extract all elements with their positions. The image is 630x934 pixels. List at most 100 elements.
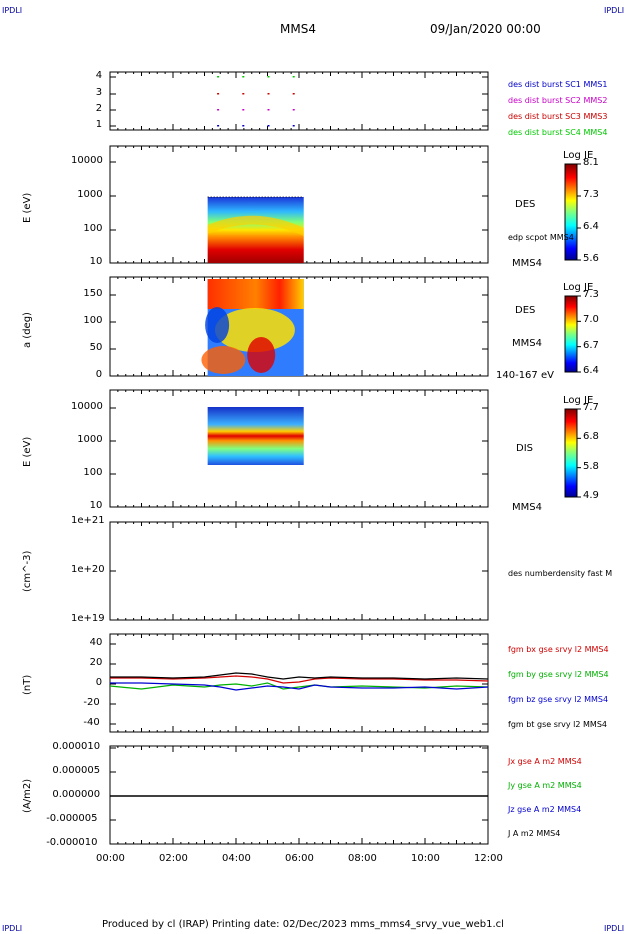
corner-bl: IPDLI xyxy=(2,924,23,933)
panel-label-pa: DES xyxy=(515,305,536,316)
y-tick-label: 1000 xyxy=(77,189,103,200)
y-tick-label: 0 xyxy=(95,677,103,688)
y-tick-label: 4 xyxy=(95,70,103,81)
legend-j-3: Jz gse A m2 MMS4 xyxy=(508,805,582,814)
colorbar-title: Log JE xyxy=(563,150,594,161)
colorbar-tick-label: 5.6 xyxy=(583,253,599,264)
legend-b-4: fgm bt gse srvy l2 MMS4 xyxy=(508,720,607,729)
y-tick-label: 1e+21 xyxy=(71,515,105,526)
panel-label-des: DES xyxy=(515,199,536,210)
legend-availability-3: des dist burst SC3 MMS3 xyxy=(508,112,608,121)
colorbar-tick-label: 6.8 xyxy=(583,431,599,443)
y-tick-label: -0.000005 xyxy=(46,813,98,824)
availability-mark xyxy=(267,76,270,78)
colorbar-tick-label: 4.9 xyxy=(583,490,599,501)
header-date: 09/Jan/2020 00:00 xyxy=(430,22,541,36)
panel-label-dis: DIS xyxy=(516,443,533,454)
availability-mark xyxy=(217,125,220,127)
colorbar-tick-label: 6.4 xyxy=(583,365,599,376)
availability-mark xyxy=(242,93,245,95)
y-axis-label: (nT) xyxy=(22,674,33,695)
x-tick-label: 12:00 xyxy=(474,853,503,864)
colorbar-tick-label: 8.1 xyxy=(583,157,599,168)
x-tick-label: 10:00 xyxy=(411,853,440,864)
annotation-scpot: edp scpot MMS4 xyxy=(508,233,574,242)
availability-mark xyxy=(292,93,295,95)
pa-spectrogram-patch xyxy=(205,307,230,343)
y-tick-label: 10000 xyxy=(71,155,103,166)
colorbar-tick-label: 7.7 xyxy=(583,402,599,413)
y-axis-label: (A/m2) xyxy=(22,778,33,813)
y-tick-label: 100 xyxy=(83,467,103,478)
availability-mark xyxy=(292,109,295,111)
y-tick-label: 3 xyxy=(95,87,103,98)
availability-mark xyxy=(292,125,295,127)
y-axis-label: E (eV) xyxy=(22,436,33,467)
corner-br: IPDLI xyxy=(604,924,625,933)
y-tick-label: 2 xyxy=(95,103,103,114)
availability-mark xyxy=(242,109,245,111)
x-tick-label: 06:00 xyxy=(285,853,314,864)
footer-text: Produced by cl (IRAP) Printing date: 02/… xyxy=(102,919,504,930)
panel-frame xyxy=(109,745,489,845)
x-tick-label: 08:00 xyxy=(348,853,377,864)
legend-availability-4: des dist burst SC4 MMS4 xyxy=(508,128,608,137)
panel-spacecraft-pa: MMS4 xyxy=(512,338,542,349)
legend-j-4: J A m2 MMS4 xyxy=(508,829,561,838)
pa-spectrogram-top xyxy=(207,279,304,309)
x-tick-label: 04:00 xyxy=(222,853,251,864)
y-tick-label: 1000 xyxy=(77,434,103,445)
panel-frame xyxy=(109,633,489,733)
availability-mark xyxy=(217,93,220,95)
colorbar xyxy=(564,408,578,498)
y-tick-label: -20 xyxy=(83,697,100,708)
colorbar-tick-label: 6.7 xyxy=(583,339,599,351)
legend-b-1: fgm bx gse srvy l2 MMS4 xyxy=(508,645,609,654)
y-tick-label: 10000 xyxy=(71,401,103,412)
series-line-bt xyxy=(110,672,489,680)
colorbar xyxy=(564,295,578,373)
y-tick-label: 40 xyxy=(89,637,103,648)
y-tick-label: 1e+20 xyxy=(71,564,105,575)
legend-j-1: Jx gse A m2 MMS4 xyxy=(508,757,582,766)
y-tick-label: 1e+19 xyxy=(71,613,105,624)
panel-spacecraft-dis: MMS4 xyxy=(512,502,542,513)
legend-availability-2: des dist burst SC2 MMS2 xyxy=(508,96,608,105)
corner-tr: IPDLI xyxy=(604,6,625,15)
y-axis-label: a (deg) xyxy=(22,311,33,348)
availability-mark xyxy=(292,76,295,78)
availability-mark xyxy=(267,109,270,111)
series-line-bz xyxy=(110,682,489,691)
y-tick-label: -0.000010 xyxy=(46,837,98,848)
pa-spectrogram-patch xyxy=(247,337,276,373)
y-tick-label: 0.000005 xyxy=(52,765,101,776)
availability-mark xyxy=(267,125,270,127)
pa-spectrogram-patch xyxy=(214,308,295,352)
availability-mark xyxy=(217,109,220,111)
y-tick-label: 10 xyxy=(89,256,103,267)
y-axis-label: (cm^-3) xyxy=(22,550,33,592)
header-spacecraft: MMS4 xyxy=(280,22,316,36)
corner-tl: IPDLI xyxy=(2,6,23,15)
legend-b-2: fgm by gse srvy l2 MMS4 xyxy=(508,670,609,679)
y-tick-label: 100 xyxy=(83,223,103,234)
availability-mark xyxy=(242,76,245,78)
availability-mark xyxy=(267,93,270,95)
colorbar-tick-label: 7.3 xyxy=(583,289,599,300)
y-tick-label: 20 xyxy=(89,657,103,668)
series-line-bx xyxy=(110,675,489,684)
dis-spectrogram xyxy=(207,407,304,465)
des-spectrogram xyxy=(207,197,304,263)
y-tick-label: -40 xyxy=(83,717,100,728)
pa-spectrogram-patch xyxy=(201,346,246,374)
colorbar-tick-label: 7.0 xyxy=(583,314,599,326)
panel-spacecraft-des: MMS4 xyxy=(512,258,542,269)
y-tick-label: 100 xyxy=(83,315,103,326)
colorbar-tick-label: 5.8 xyxy=(583,460,599,472)
colorbar-title: Log JE xyxy=(563,395,594,406)
des-spectrogram-band xyxy=(207,215,304,236)
y-tick-label: 50 xyxy=(89,342,103,353)
y-axis-label: E (eV) xyxy=(22,192,33,223)
legend-j-2: Jy gse A m2 MMS4 xyxy=(508,781,582,790)
